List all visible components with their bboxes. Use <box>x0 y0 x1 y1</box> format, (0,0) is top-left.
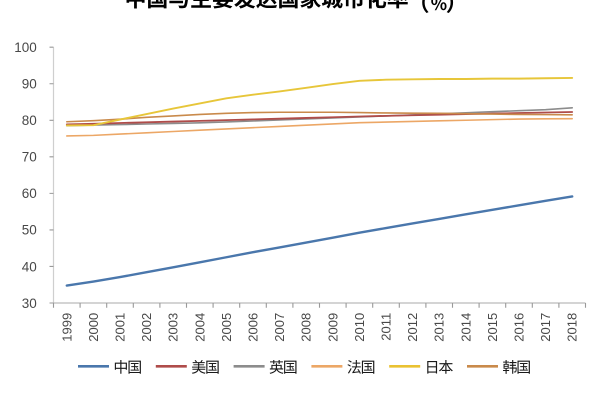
svg-text:2012: 2012 <box>405 313 420 342</box>
svg-text:2014: 2014 <box>458 313 473 342</box>
svg-text:100: 100 <box>14 40 37 55</box>
svg-text:50: 50 <box>22 223 37 238</box>
svg-text:2010: 2010 <box>352 313 367 342</box>
svg-text:60: 60 <box>22 186 37 201</box>
svg-text:2009: 2009 <box>325 313 340 342</box>
svg-text:2001: 2001 <box>113 313 128 342</box>
svg-text:2007: 2007 <box>272 313 287 342</box>
svg-text:2003: 2003 <box>166 313 181 342</box>
svg-text:2017: 2017 <box>538 313 553 342</box>
svg-text:2005: 2005 <box>219 313 234 342</box>
svg-text:90: 90 <box>22 77 37 92</box>
svg-text:30: 30 <box>22 296 37 311</box>
svg-text:1999: 1999 <box>59 313 74 342</box>
svg-text:2013: 2013 <box>432 313 447 342</box>
svg-text:80: 80 <box>22 113 37 128</box>
svg-text:2004: 2004 <box>192 313 207 342</box>
svg-text:2002: 2002 <box>139 313 154 342</box>
svg-text:2000: 2000 <box>86 313 101 342</box>
svg-text:2008: 2008 <box>299 313 314 342</box>
svg-text:70: 70 <box>22 150 37 165</box>
svg-text:2018: 2018 <box>565 313 580 342</box>
svg-text:2006: 2006 <box>246 313 261 342</box>
svg-text:2011: 2011 <box>379 313 394 341</box>
svg-text:2015: 2015 <box>485 313 500 342</box>
svg-text:40: 40 <box>22 259 37 274</box>
svg-text:2016: 2016 <box>512 313 527 342</box>
